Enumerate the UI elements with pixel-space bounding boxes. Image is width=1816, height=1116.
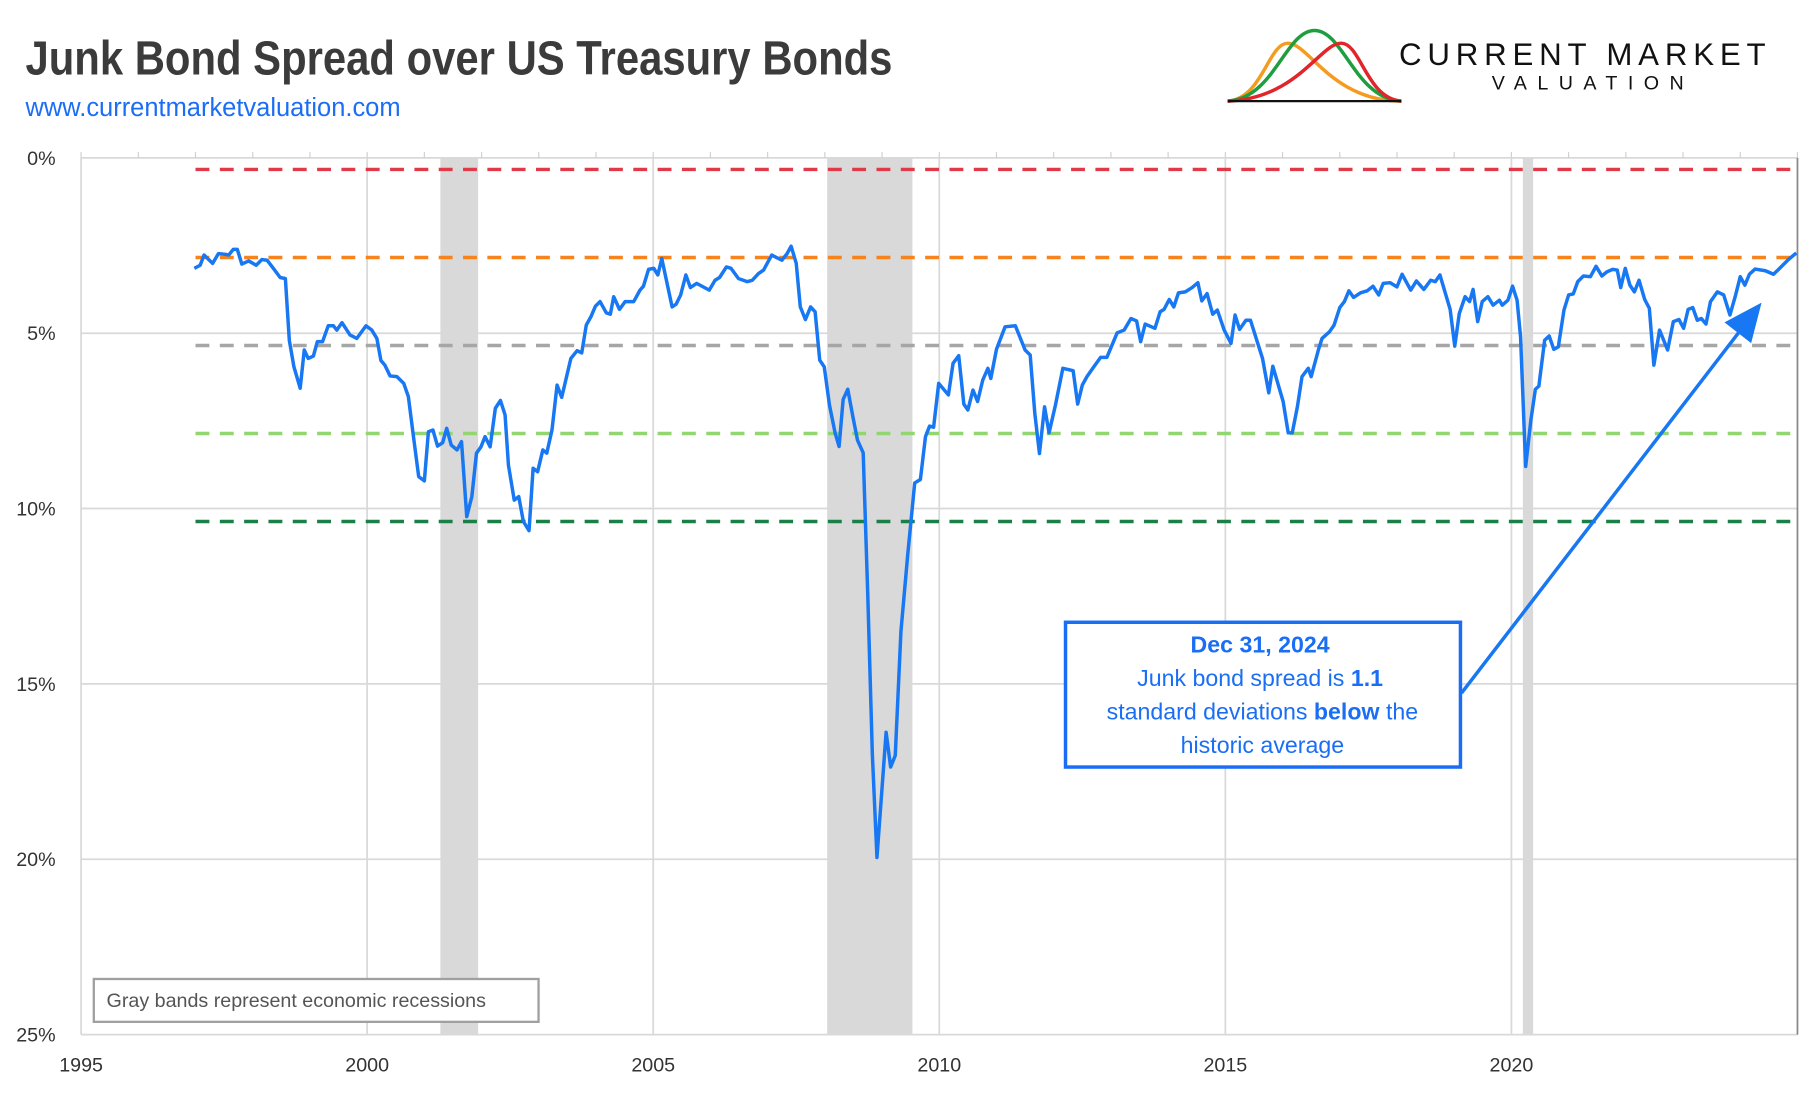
annotation-arrow: [1460, 302, 1762, 694]
x-tick-label: 2020: [1490, 1055, 1534, 1077]
logo-red-curve: [1227, 41, 1402, 103]
brand-logo: CURRENT MARKET VALUATION: [1227, 28, 1771, 103]
page-title: Junk Bond Spread over US Treasury Bonds: [25, 31, 892, 86]
logo-green-curve: [1227, 28, 1402, 103]
y-tick-label: 15%: [16, 674, 55, 696]
y-tick-label: 5%: [27, 323, 55, 345]
x-tick-label: 2015: [1203, 1055, 1247, 1077]
recession-band: [1522, 157, 1534, 1035]
x-axis: 1995 2000 2005 2010 2015 2020: [59, 1055, 1533, 1077]
y-tick-label: 0%: [27, 148, 55, 170]
annotation-line4: historic average: [1181, 732, 1344, 758]
logo-orange-curve: [1227, 41, 1402, 103]
arrowhead-icon: [1724, 302, 1762, 344]
annotation-line2: Junk bond spread is 1.1: [1137, 665, 1383, 691]
annotation-date: Dec 31, 2024: [1191, 631, 1330, 657]
website-link[interactable]: www.currentmarketvaluation.com: [24, 94, 400, 122]
y-tick-label: 10%: [16, 498, 55, 520]
legend-text: Gray bands represent economic recessions: [107, 990, 487, 1012]
logo-text-line1: CURRENT MARKET: [1399, 37, 1771, 72]
y-tick-label: 25%: [16, 1025, 55, 1047]
recession-band: [827, 157, 913, 1035]
logo-text-line2: VALUATION: [1492, 73, 1694, 95]
spread-series-line: [193, 244, 1798, 860]
x-tick-label: 2000: [345, 1055, 389, 1077]
x-tick-label: 1995: [59, 1055, 103, 1077]
gridlines: [80, 152, 1799, 1036]
y-tick-label: 20%: [16, 849, 55, 871]
legend-box: Gray bands represent economic recessions: [92, 977, 540, 1024]
recession-band: [440, 157, 479, 1035]
annotation-line3: standard deviations below the: [1107, 699, 1419, 725]
x-tick-label: 2005: [631, 1055, 675, 1077]
x-tick-label: 2010: [917, 1055, 961, 1077]
y-axis: 0% 5% 10% 15% 20% 25%: [16, 148, 55, 1047]
annotation-box: Dec 31, 2024 Junk bond spread is 1.1 sta…: [1063, 620, 1463, 769]
recession-bands: [440, 157, 1534, 1035]
